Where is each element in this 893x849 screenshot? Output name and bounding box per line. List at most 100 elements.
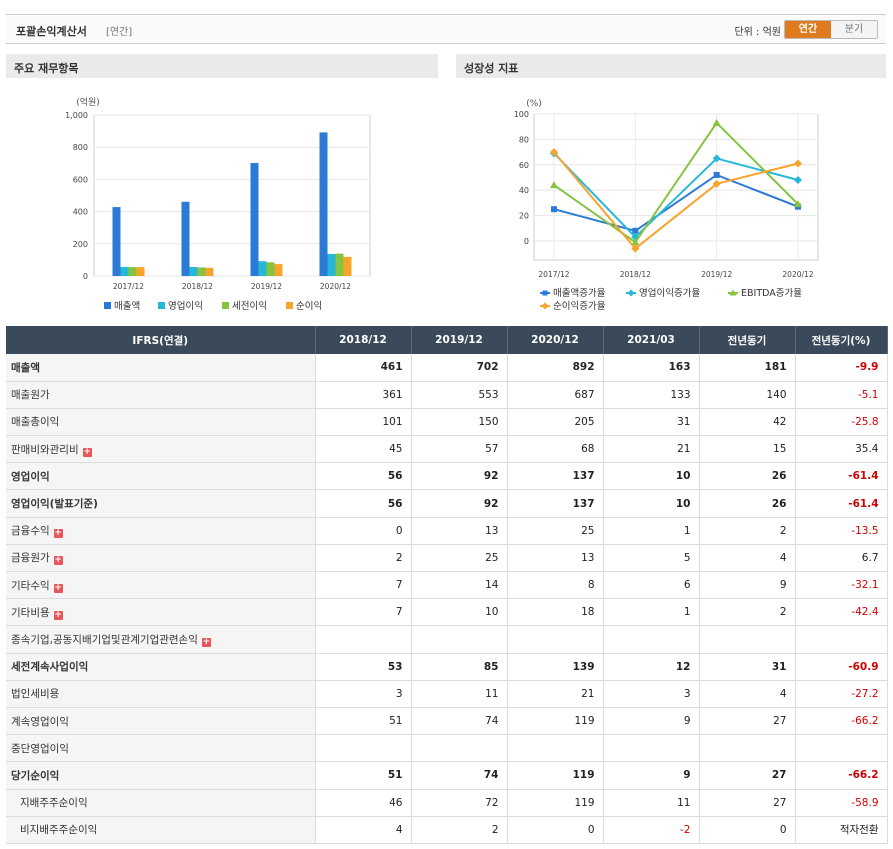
point-marker (632, 227, 639, 234)
table-cell: 2 (699, 598, 796, 627)
table-cell (315, 734, 412, 763)
table-cell: 687 (507, 381, 604, 409)
series-line-2 (553, 152, 799, 239)
table-cell (795, 734, 888, 763)
table-row: 계속영업이익 51 74 119 9 27 -66.2 (6, 707, 888, 736)
legend-marker (542, 290, 548, 296)
table-cell: 15 (699, 435, 796, 464)
table-cell (411, 734, 508, 763)
bar-4 (274, 264, 283, 276)
legend-label: 순이익증가율 (553, 300, 606, 312)
row-label: 당기순이익 (6, 761, 316, 790)
table-cell: 137 (507, 462, 604, 491)
table-cell: 6.7 (795, 544, 888, 573)
table-cell: 137 (507, 489, 604, 518)
bar-4 (136, 267, 145, 276)
table-cell: 25 (507, 517, 604, 545)
table-cell: -58.9 (795, 789, 888, 817)
point-marker (794, 200, 802, 208)
point-marker (713, 171, 720, 178)
expand-plus-icon[interactable]: + (53, 582, 63, 593)
bar-2 (327, 253, 336, 276)
table-cell: 9 (699, 571, 796, 600)
table-cell: 11 (411, 680, 508, 708)
row-label-text: 판매비와관리비 (11, 443, 79, 456)
row-label: 판매비와관리비 + (6, 435, 316, 464)
bar-1 (112, 207, 121, 276)
row-label: 세전계속사업이익 (6, 653, 316, 681)
table-cell: 163 (603, 354, 700, 382)
table-cell: 18 (507, 598, 604, 627)
row-label-text: 계속영업이익 (11, 715, 69, 728)
column-header: IFRS(연결) (6, 326, 316, 354)
table-cell: 461 (315, 354, 412, 382)
legend-swatch (158, 302, 165, 309)
y-tick-label: 0 (524, 237, 529, 246)
table-cell: 10 (603, 462, 700, 491)
bar-1 (319, 132, 328, 276)
table-cell: -2 (603, 816, 700, 844)
table-cell (411, 625, 508, 654)
bar-1 (181, 201, 190, 276)
legend-marker (541, 302, 549, 310)
table-cell: 119 (507, 761, 604, 790)
x-tick-label: 2020/12 (782, 270, 813, 279)
expand-plus-icon[interactable]: + (53, 555, 63, 566)
expand-plus-icon[interactable]: + (53, 609, 63, 620)
table-cell: 26 (699, 489, 796, 518)
tab-quarterly[interactable]: 분기 (831, 21, 877, 38)
plot-area (93, 114, 371, 277)
table-cell: 1 (603, 598, 700, 627)
table-cell: 6 (603, 571, 700, 600)
table-cell: 51 (315, 707, 412, 736)
table-cell: 27 (699, 761, 796, 790)
table-header-row: IFRS(연결) 2018/12 2019/12 2020/12 2021/03 전년동기… (6, 326, 888, 354)
table-cell: 2 (411, 816, 508, 844)
table-cell: 7 (315, 571, 412, 600)
table-cell: 702 (411, 354, 508, 382)
table-cell (699, 625, 796, 654)
expand-plus-icon[interactable]: + (53, 528, 63, 539)
table-cell: 57 (411, 435, 508, 464)
table-row: 매출총이익 101 150 205 31 42 -25.8 (6, 408, 888, 437)
row-label-text: 종속기업,공동지배기업및관계기업관련손익 (11, 633, 198, 646)
table-row: 기타수익 +7 14 8 6 9 -32.1 (6, 571, 888, 600)
y-tick-label: 100 (514, 110, 529, 119)
table-cell: 46 (315, 789, 412, 817)
row-label-text: 지배주주순이익 (20, 797, 88, 810)
row-label-text: 기타수익 (11, 579, 50, 592)
legend-label: 매출액증가율 (553, 287, 606, 299)
table-cell: 0 (507, 816, 604, 844)
table-cell: 150 (411, 408, 508, 437)
row-label: 종속기업,공동지배기업및관계기업관련손익 + (6, 625, 316, 654)
table-cell: 92 (411, 462, 508, 491)
table-cell: 7 (315, 598, 412, 627)
bar-2 (120, 266, 129, 276)
series-line-1 (553, 173, 799, 232)
table-cell: 56 (315, 462, 412, 491)
table-cell: 31 (699, 653, 796, 681)
table-cell: 45 (315, 435, 412, 464)
table-row: 세전계속사업이익 53 85 139 12 31 -60.9 (6, 653, 888, 681)
table-cell: 85 (411, 653, 508, 681)
table-cell: 53 (315, 653, 412, 681)
point-marker (712, 154, 721, 163)
y-tick-label: 600 (73, 175, 88, 184)
y-tick-label: 60 (519, 161, 529, 170)
point-marker (631, 244, 640, 253)
row-label-text: 영업이익 (11, 470, 50, 483)
table-cell: 205 (507, 408, 604, 437)
table-cell: 101 (315, 408, 412, 437)
row-label-text: 법인세비용 (11, 688, 60, 701)
table-cell: 4 (699, 544, 796, 573)
row-label: 계속영업이익 (6, 707, 316, 736)
row-label-text: 비지배주주순이익 (20, 824, 98, 837)
table-cell: 27 (699, 707, 796, 736)
table-cell: 25 (411, 544, 508, 573)
expand-plus-icon[interactable]: + (201, 636, 211, 647)
point-marker (550, 181, 558, 189)
tab-annual[interactable]: 연간 (785, 21, 831, 38)
expand-plus-icon[interactable]: + (82, 446, 92, 457)
column-header: 2019/12 (411, 326, 508, 354)
table-cell: 892 (507, 354, 604, 382)
